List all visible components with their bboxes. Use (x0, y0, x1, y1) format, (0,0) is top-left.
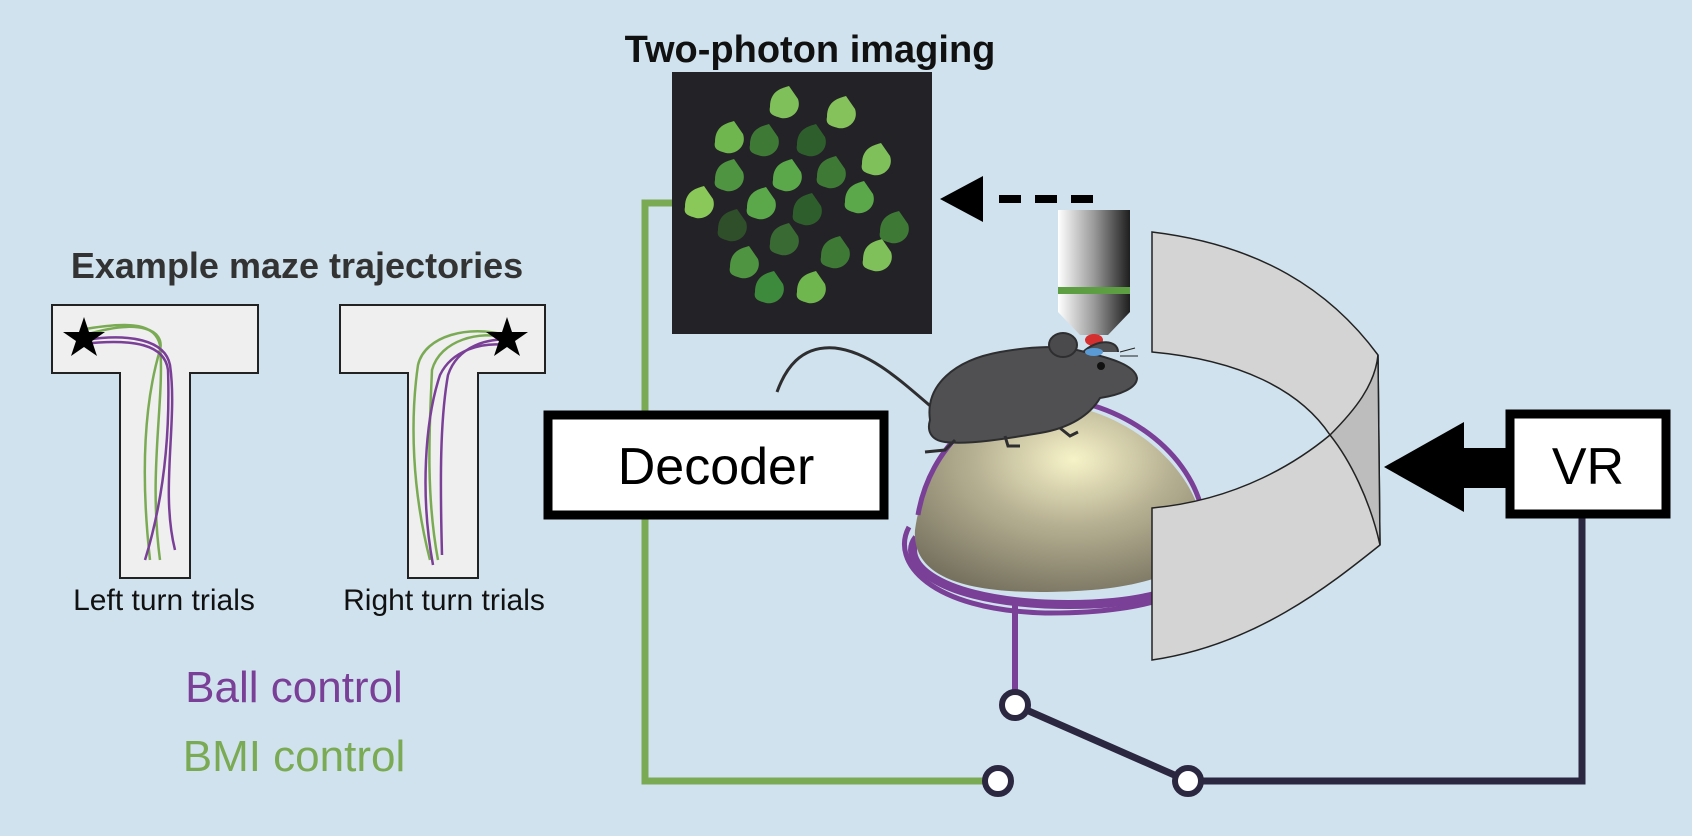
neuron-cell (861, 143, 891, 176)
neuron-cells (684, 86, 909, 304)
goal-star-icon (63, 317, 105, 356)
neuron-cell (714, 121, 744, 154)
vr-screen (1151, 231, 1381, 661)
neuron-cell (769, 86, 799, 119)
left-maze-label: Left turn trials (73, 584, 255, 617)
neuron-cell (754, 271, 784, 304)
vr-wire (1188, 512, 1586, 785)
switch-pivot (999, 689, 1031, 721)
maze-title: Example maze trajectories (71, 245, 523, 286)
neuron-cell (879, 211, 909, 244)
vr-label: VR (1552, 438, 1624, 496)
neuron-cell (684, 186, 714, 219)
neuron-cell (826, 96, 856, 129)
goal-star-icon (486, 317, 528, 356)
imaging-title: Two-photon imaging (625, 29, 996, 71)
neuron-cell (746, 187, 776, 220)
neuron-cell (749, 124, 779, 157)
mouse (775, 332, 1139, 454)
neuron-cell (772, 159, 802, 192)
neuron-cell (714, 159, 744, 192)
neuron-cell (792, 193, 822, 226)
right-maze (339, 304, 546, 579)
legend-ball-control: Ball control (185, 663, 403, 712)
microscope-objective (1058, 210, 1130, 346)
neuron-cell (816, 156, 846, 189)
switch-terminal-bmi (982, 765, 1014, 797)
vr-box: VR (1505, 409, 1671, 519)
imaging-arrow (940, 176, 1093, 222)
arrow-head-icon (940, 176, 983, 222)
neuron-cell (796, 271, 826, 304)
switch-terminal-vr (1172, 765, 1204, 797)
decoder-box: Decoder (543, 410, 889, 520)
neuron-cell (844, 181, 874, 214)
left-maze (51, 304, 259, 579)
imaging-panel (672, 72, 932, 334)
neuron-cell (729, 246, 759, 279)
neuron-cell (862, 239, 892, 272)
neuron-cell (717, 209, 747, 242)
decoder-label: Decoder (618, 438, 815, 496)
vr-arrow (1384, 422, 1507, 512)
arrow-head-icon (1384, 422, 1464, 512)
neuron-cell (769, 223, 799, 256)
neuron-cell (820, 236, 850, 269)
neuron-cell (796, 124, 826, 157)
right-maze-label: Right turn trials (343, 584, 545, 617)
legend-bmi-control: BMI control (183, 732, 406, 781)
switch-lever (1013, 701, 1190, 785)
